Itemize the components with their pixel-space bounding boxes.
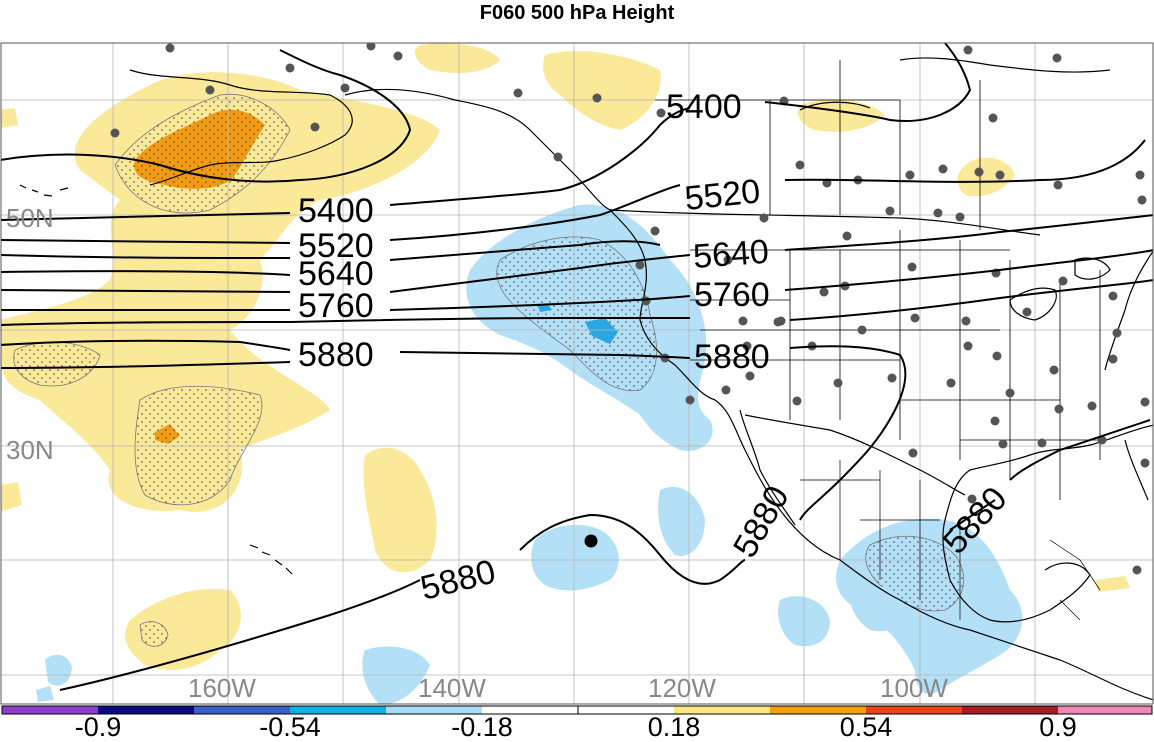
great-lakes [1009,257,1111,321]
alaska-coast [129,69,611,211]
contour-label: 5760 [298,287,374,325]
gulf-coast [942,424,1153,623]
ontario-positive-anomaly [957,157,1015,197]
west-coast-stipple [496,236,657,392]
colorbar-label: -0.9 [74,712,122,742]
west-coast [609,209,1153,701]
gulf-positive-anomaly [1095,576,1130,592]
hawaii-islands [249,544,293,575]
contour-5400-west [1,49,691,221]
colorbar-swatch [866,706,962,714]
yucatan [1044,562,1091,611]
contour-label: 5640 [298,255,374,293]
contour-label: 5520 [298,227,374,265]
colorbar-swatch [290,706,386,714]
canada-arctic [899,57,1111,73]
colorbar-swatch [770,706,866,714]
lat-label-50n: 50N [6,203,54,233]
mid-blue-anomaly-1 [585,318,618,344]
location-marker [584,534,598,548]
map-title: F060 500 hPa Height [479,2,675,24]
map-frame [0,42,1154,705]
contour-label: 5880 [726,479,797,564]
colorbar-swatch [1058,706,1152,714]
contour-label: 5880 [694,338,770,376]
contour-label: 5640 [692,233,770,276]
lat-label-30n: 30N [6,435,54,465]
colorbar-swatch [386,706,482,714]
contour-label: 5400 [666,88,742,126]
contour-5880-south [59,499,996,691]
colorbar-swatch [194,706,290,714]
contour-5520-b [1,240,661,276]
lon-label-140w: 140W [418,673,486,703]
contour-label: 5520 [683,172,762,218]
us-mexico-border [744,414,966,496]
canada-provinces [655,60,981,230]
baja-peninsula [739,409,796,526]
colorbar-swatch [962,706,1058,714]
colorbar-label: 0.9 [1039,712,1077,742]
contour-label: 5880 [298,336,374,374]
colorbar [1,705,1153,715]
contour-5760-b [1,279,1153,326]
west-edge-positive-2 [1,482,22,512]
subtropic-positive-anomaly [363,447,437,573]
contour-5520 [1,139,1146,244]
coastlines [19,57,1153,701]
canada-positive-anomaly [543,50,661,130]
contour-5880-west [1,361,291,369]
mid-blue-anomaly-2 [538,304,552,312]
south-negative-anomaly-4 [45,654,72,686]
negative-anomaly-shading [36,204,1023,704]
colorbar-swatch [98,706,194,714]
colorbar-label: -0.18 [451,712,513,742]
east-coast [1104,250,1153,371]
contour-5640 [1,214,1153,293]
state-lines [690,230,1101,500]
lon-label-120w: 120W [648,673,716,703]
contour-label: 5760 [694,276,770,314]
hawaii-negative-anomaly [531,524,619,591]
central-stipple [134,385,263,506]
aleutians [19,184,69,197]
colorbar-label: 0.18 [647,712,701,742]
eastpac-negative-anomaly [658,486,705,556]
south-negative-anomaly-2 [849,585,905,632]
colorbar-swatch [674,706,770,714]
contour-5400-east [764,43,972,122]
us-canada-border [609,209,1041,236]
alaska-stipple [114,93,291,214]
contour-label: 5400 [298,192,374,230]
lon-label-160w: 160W [188,673,256,703]
west-edge-positive [1,108,18,128]
contour-label: 5880 [417,553,500,608]
colorbar-label: 0.54 [839,712,893,742]
florida [1124,439,1149,501]
contour-5880-north [1,339,1151,521]
height-contours [1,43,1153,691]
north-pacific-positive [414,43,500,73]
sw-small-negative [36,686,54,702]
station-dots [110,43,1150,575]
contour-5760 [1,249,1153,311]
lon-label-100w: 100W [880,673,948,703]
colorbar-swatch [2,706,98,714]
colorbar-label: -0.54 [259,712,321,742]
southwest-stipple [139,621,169,647]
central-america [1049,539,1101,621]
